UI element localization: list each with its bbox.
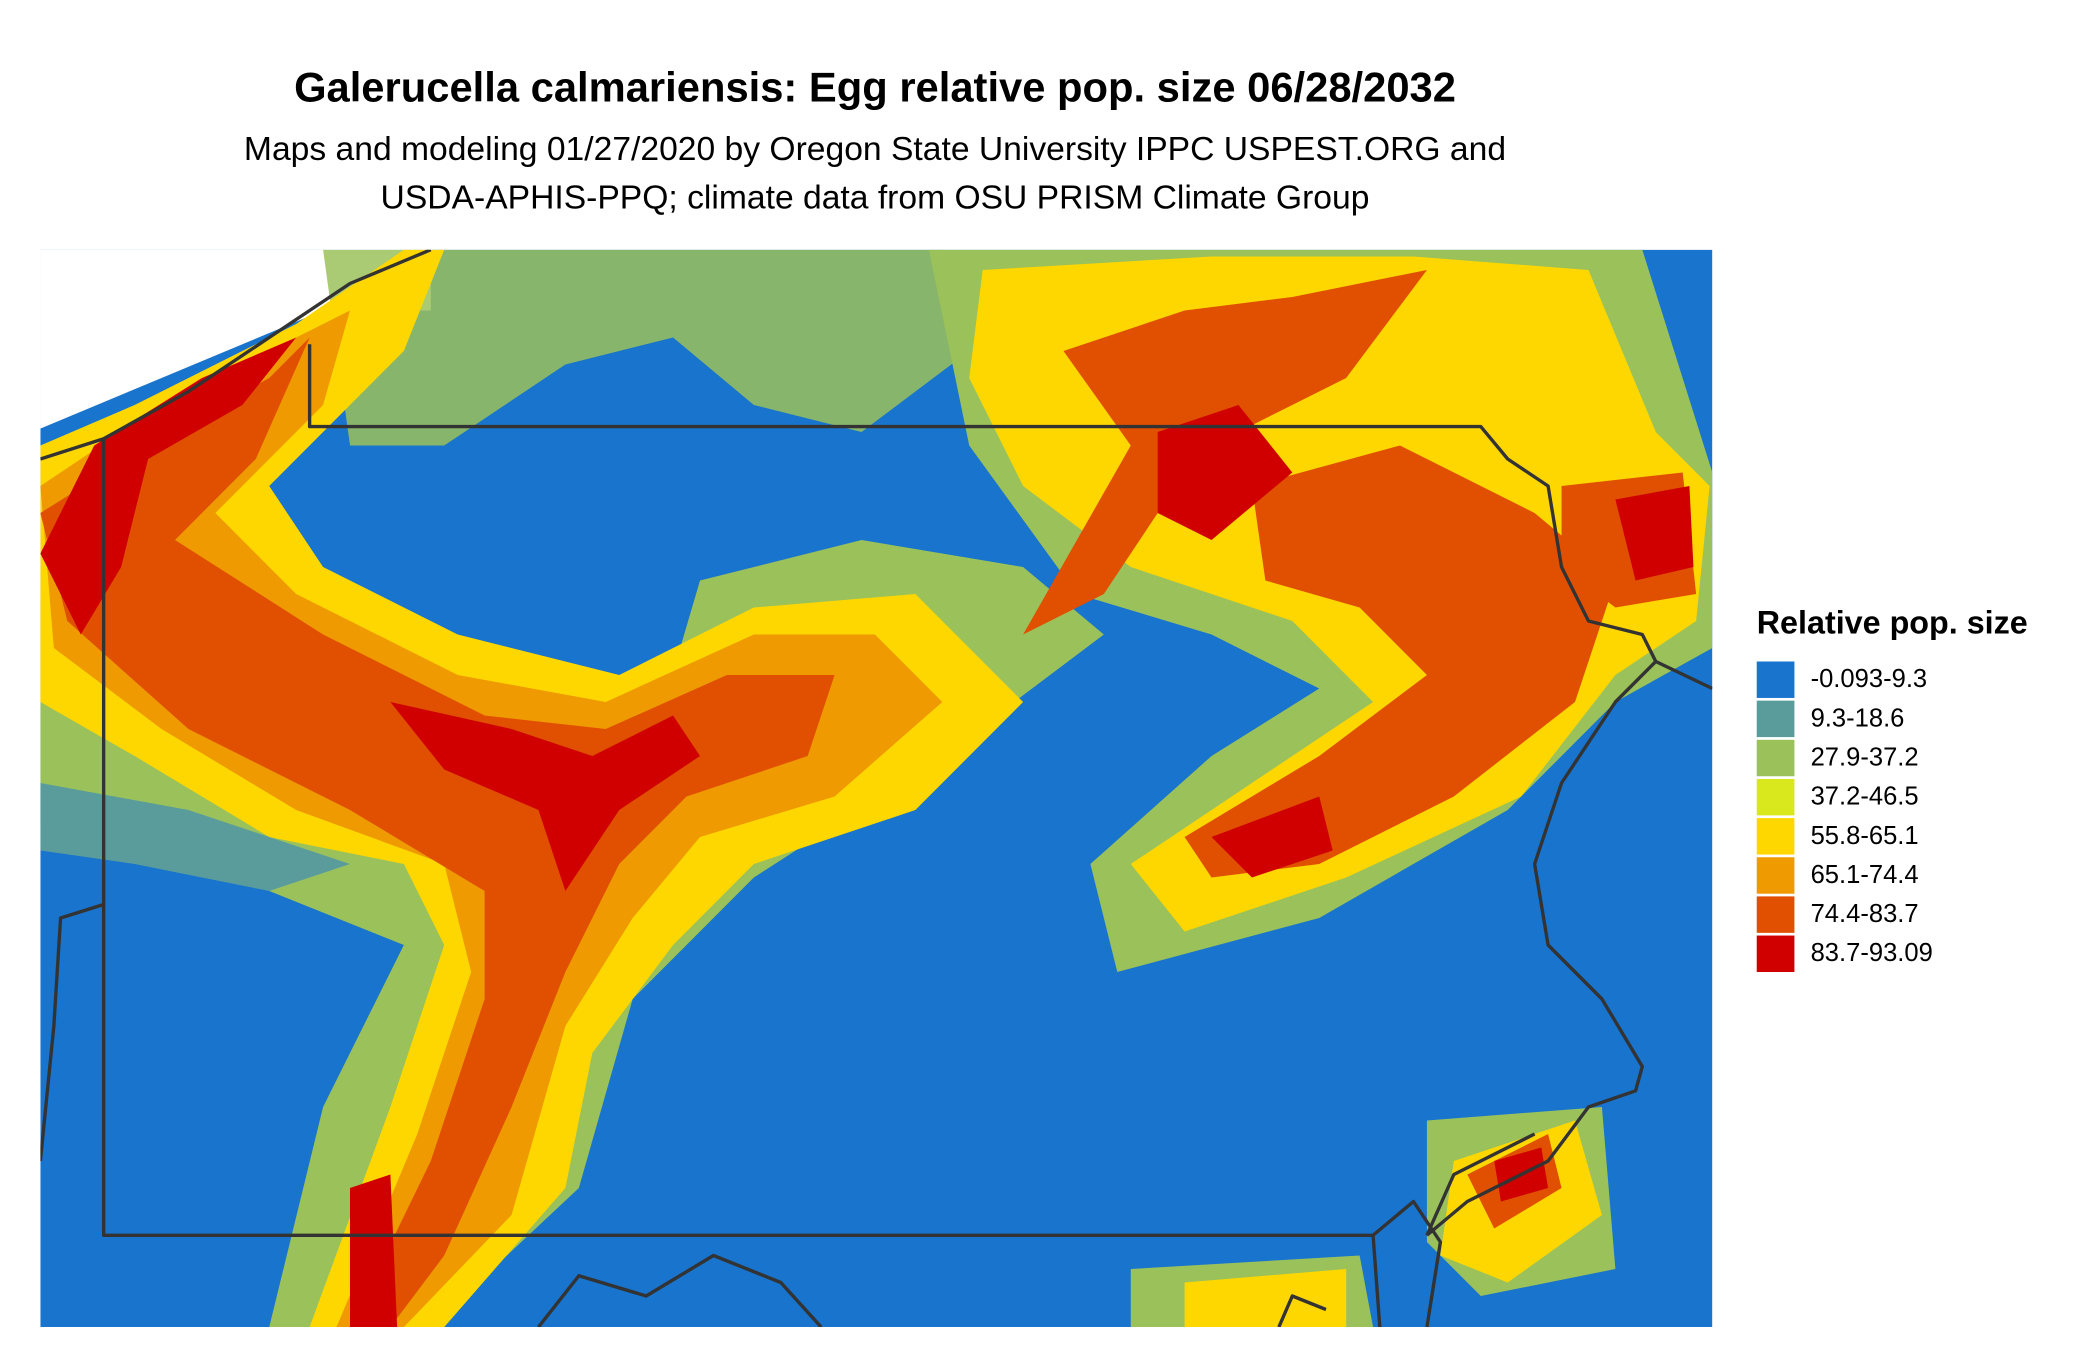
legend-label: 37.2-46.5 — [1811, 783, 1919, 811]
legend-label: 9.3-18.6 — [1811, 704, 1905, 732]
legend-label: 65.1-74.4 — [1811, 861, 1919, 889]
map-subtitle: USDA-APHIS-PPQ; climate data from OSU PR… — [381, 179, 1370, 217]
legend-swatch — [1756, 661, 1795, 698]
legend-swatch — [1756, 778, 1795, 816]
legend-swatch — [1756, 857, 1795, 894]
legend-label: 27.9-37.2 — [1811, 743, 1919, 771]
legend-label: 74.4-83.7 — [1811, 900, 1919, 928]
map-raster — [40, 249, 1713, 1328]
legend-label: 83.7-93.09 — [1811, 939, 1933, 967]
legend-swatch — [1756, 818, 1795, 855]
map-subtitle: Maps and modeling 01/27/2020 by Oregon S… — [244, 130, 1506, 168]
map-title: Galerucella calmariensis: Egg relative p… — [294, 63, 1456, 110]
legend-swatch — [1756, 896, 1795, 933]
legend-label: -0.093-9.3 — [1811, 665, 1928, 693]
legend-swatch — [1756, 739, 1795, 777]
legend-label: 55.8-65.1 — [1811, 822, 1919, 850]
legend: -0.093-9.3 9.3-18.6 27.9-37.2 37.2-46.5 55.8… — [1756, 661, 1933, 972]
legend-swatch — [1756, 700, 1795, 738]
legend-title: Relative pop. size — [1757, 605, 2028, 641]
legend-swatch — [1756, 935, 1795, 972]
